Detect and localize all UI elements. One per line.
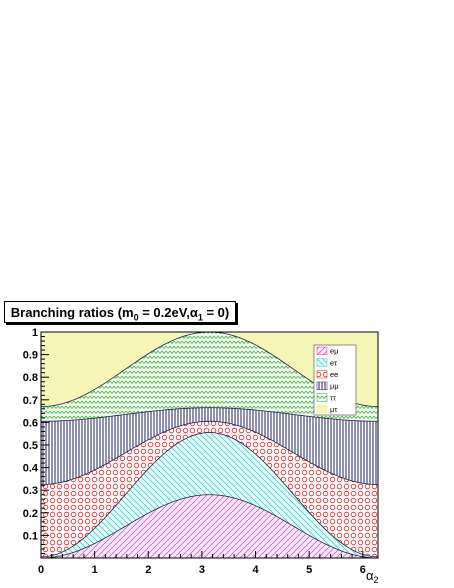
x-axis: 0 1 2 3 4 5 6 bbox=[38, 551, 366, 576]
y-tick-label: 0.4 bbox=[23, 463, 39, 475]
legend-swatch bbox=[316, 381, 328, 390]
legend-label: eτ bbox=[330, 358, 337, 367]
y-tick-label: 0.2 bbox=[23, 508, 38, 520]
legend-swatch bbox=[316, 358, 328, 367]
x-tick-label: 2 bbox=[145, 564, 151, 576]
y-axis: 0.1 0.2 0.3 0.4 0.5 0.6 0.7 0.8 0.9 1 bbox=[23, 327, 49, 559]
y-tick-label: 0.5 bbox=[23, 440, 38, 452]
x-tick-label: 4 bbox=[252, 564, 259, 576]
x-tick-label: 0 bbox=[38, 564, 44, 576]
x-tick-label: 3 bbox=[199, 564, 205, 576]
legend-swatch bbox=[316, 405, 328, 414]
legend-swatch bbox=[316, 370, 328, 379]
legend-box bbox=[313, 344, 357, 416]
y-tick-label: 0.9 bbox=[23, 350, 38, 362]
band-zigzag bbox=[41, 332, 378, 422]
legend-label: μμ bbox=[330, 382, 339, 391]
legend-label: eμ bbox=[330, 347, 339, 356]
legend: eμ eτ ee μμ ττ μτ bbox=[313, 344, 357, 416]
y-tick-label: 1 bbox=[32, 327, 38, 339]
band-vertical bbox=[41, 407, 378, 485]
legend-swatch bbox=[316, 393, 328, 402]
band-boundary-line bbox=[41, 407, 378, 422]
band-solid bbox=[41, 332, 378, 407]
y-tick-label: 0.1 bbox=[23, 530, 38, 542]
y-tick-label: 0.6 bbox=[23, 417, 38, 429]
legend-label: ee bbox=[330, 370, 338, 379]
y-tick-label: 0.3 bbox=[23, 485, 38, 497]
band-circles bbox=[41, 421, 378, 557]
legend-label: μτ bbox=[330, 405, 337, 414]
band-boundary-line bbox=[41, 420, 378, 485]
band-boundary-line bbox=[41, 494, 378, 558]
x-tick-label: 1 bbox=[92, 564, 98, 576]
y-tick-label: 0.8 bbox=[23, 372, 38, 384]
legend-label: ττ bbox=[330, 393, 336, 402]
band-boundary-line bbox=[41, 432, 378, 558]
chart-title-box: Branching ratios (m0 = 0.2eV,α1 = 0) bbox=[4, 301, 236, 323]
x-tick-label: 5 bbox=[306, 564, 312, 576]
stacked-bands bbox=[41, 332, 378, 558]
band-diag-right bbox=[41, 494, 378, 558]
legend-swatch bbox=[316, 346, 328, 355]
x-axis-label: α2 bbox=[366, 568, 379, 585]
x-tick-label: 6 bbox=[360, 564, 366, 576]
chart-title: Branching ratios (m0 = 0.2eV,α1 = 0) bbox=[10, 305, 230, 323]
y-tick-label: 0.7 bbox=[23, 395, 38, 407]
